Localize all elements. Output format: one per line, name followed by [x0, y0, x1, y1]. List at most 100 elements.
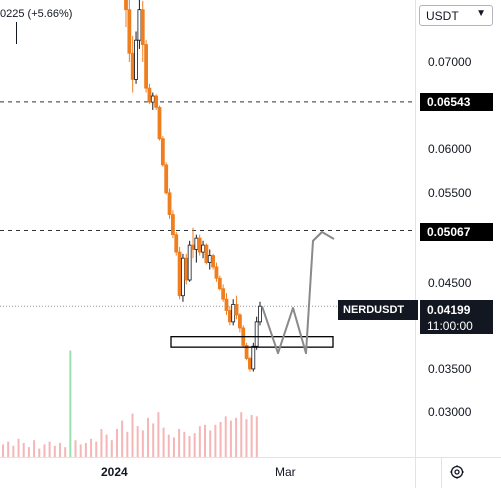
candle-body — [191, 244, 195, 250]
candle-body — [164, 164, 169, 194]
candle — [150, 92, 155, 110]
volume-bar — [178, 429, 181, 457]
candle — [147, 83, 152, 104]
candle — [154, 94, 159, 110]
volume-bar — [235, 417, 238, 457]
candlesticks — [124, 0, 262, 372]
candle — [207, 249, 212, 270]
horizontal-line-label[interactable]: 0.05067 — [420, 223, 493, 241]
last-price-label: 0.04199 11:00:00 — [420, 300, 493, 334]
price-tick: 0.07000 — [428, 55, 472, 69]
projection-path — [261, 231, 323, 355]
volume-bar — [198, 426, 201, 457]
drawings — [170, 231, 335, 355]
candle — [254, 316, 259, 350]
volume-bar — [38, 448, 41, 457]
candle-body — [137, 9, 142, 41]
volume-bar — [183, 431, 186, 457]
candle-body — [194, 237, 199, 250]
candle-body — [130, 52, 135, 80]
candle — [197, 234, 202, 256]
projection-arrowhead — [312, 231, 335, 242]
candle-body — [170, 214, 175, 236]
candle — [164, 162, 169, 195]
volume-bar — [22, 443, 25, 457]
candle — [217, 275, 222, 291]
volume-bar — [79, 444, 82, 457]
last-price-value: 0.04199 — [427, 303, 471, 317]
candle-body — [221, 288, 226, 300]
volume-bar — [53, 445, 56, 457]
candle — [231, 299, 236, 326]
volume-bar — [188, 436, 191, 457]
candle — [177, 246, 182, 300]
volume-bar — [43, 444, 46, 457]
volume-bar — [250, 415, 253, 457]
candle — [224, 293, 229, 315]
candle — [244, 342, 249, 361]
candle — [174, 232, 179, 256]
candle — [258, 301, 262, 326]
settings-gear-icon[interactable] — [449, 464, 465, 480]
volume-bar — [219, 422, 222, 457]
price-tick: 0.03000 — [428, 405, 472, 419]
candle — [214, 262, 219, 282]
volume-bar — [245, 419, 248, 457]
volume-bar — [147, 417, 150, 457]
candle-body — [224, 298, 229, 311]
candle-body — [248, 358, 252, 370]
candle — [184, 253, 189, 285]
candle — [130, 35, 135, 93]
volume-bar — [58, 443, 61, 457]
volume-bar — [214, 424, 217, 457]
volume-bar — [105, 434, 108, 457]
candle-body — [197, 237, 202, 253]
volume-bar — [74, 440, 77, 457]
candle-body — [258, 305, 262, 323]
volume-bars — [2, 350, 258, 457]
volume-bar — [131, 413, 134, 457]
volume-bar — [121, 420, 124, 457]
currency-select-value: USDT — [426, 9, 459, 23]
volume-bar — [167, 434, 170, 457]
volume-bar — [115, 429, 118, 457]
volume-bar — [209, 430, 212, 457]
volume-bar — [229, 420, 232, 457]
price-tick: 0.06000 — [428, 142, 472, 156]
volume-bar — [7, 441, 10, 457]
candle-body — [254, 321, 259, 347]
bar-countdown: 11:00:00 — [427, 319, 473, 333]
horizontal-line-label[interactable]: 0.06543 — [420, 93, 493, 111]
price-tick: 0.03500 — [428, 362, 472, 376]
candle-body — [214, 266, 219, 279]
currency-select[interactable]: USDT ▼ — [419, 5, 493, 26]
candle-body — [251, 345, 256, 370]
candle — [221, 284, 226, 302]
candle-body — [234, 304, 239, 316]
candle-body — [201, 244, 205, 253]
candle — [127, 0, 132, 62]
volume-bar — [224, 416, 227, 457]
candle-body — [174, 234, 179, 253]
candle — [227, 306, 232, 326]
candle-body — [204, 244, 209, 263]
candle — [124, 0, 128, 28]
candle — [134, 31, 138, 84]
candle — [191, 227, 195, 259]
volume-bar — [126, 431, 129, 457]
volume-bar — [69, 350, 72, 457]
volume-bar — [33, 440, 36, 457]
candle-body — [140, 9, 145, 45]
candle — [160, 136, 165, 167]
candle-body — [124, 0, 128, 11]
volume-bar — [48, 441, 51, 457]
volume-bar — [141, 430, 144, 457]
candle-body — [177, 251, 182, 297]
volume-bar — [204, 424, 207, 457]
candle-body — [181, 257, 185, 297]
volume-bar — [2, 444, 4, 457]
candle-body — [187, 244, 192, 281]
candle — [167, 188, 172, 219]
